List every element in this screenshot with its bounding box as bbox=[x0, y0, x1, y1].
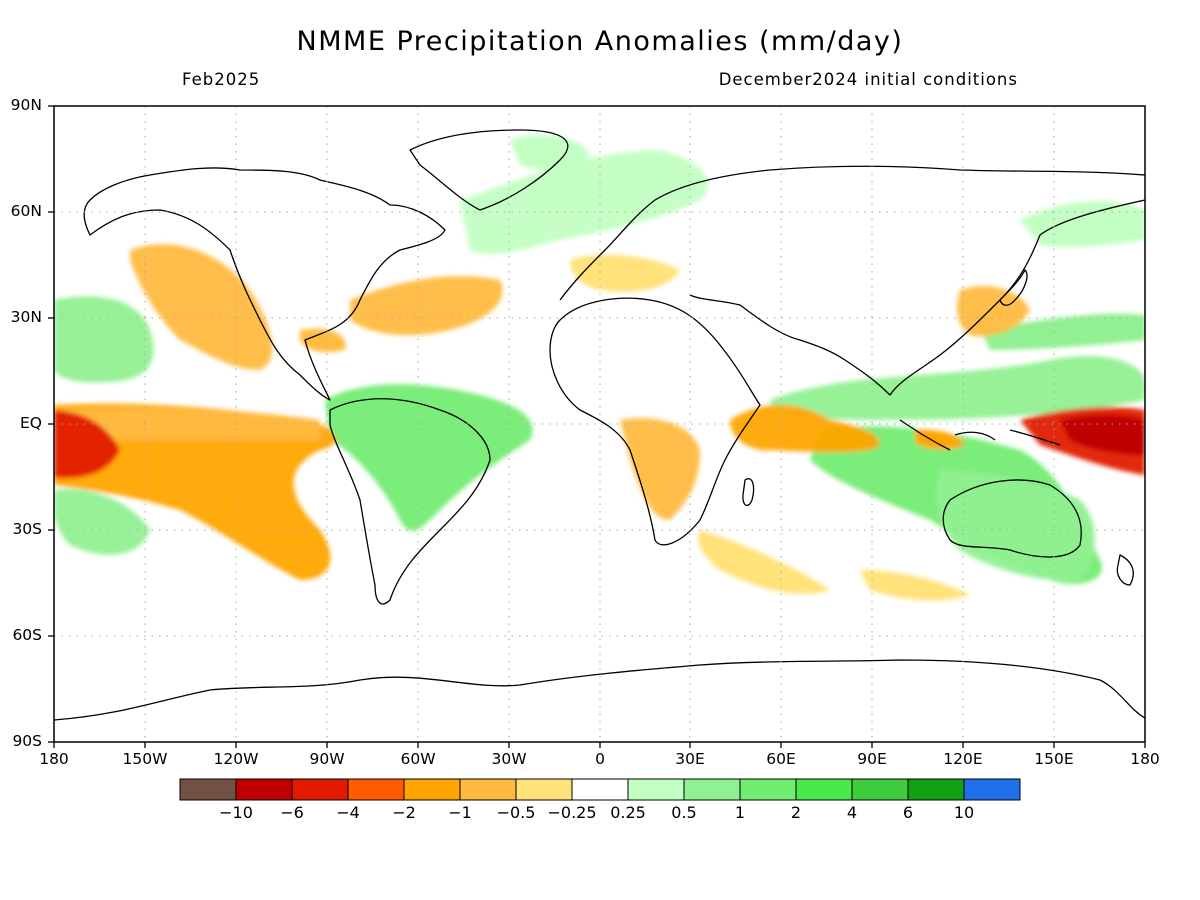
colorbar-swatch bbox=[851, 778, 909, 801]
japan-coast bbox=[999, 269, 1028, 306]
colorbar-tick-label: −1 bbox=[448, 803, 472, 822]
us-southwest-mexico-dry bbox=[130, 244, 273, 370]
south-atlantic-indian-dry bbox=[698, 530, 830, 594]
north-pacific-wet bbox=[54, 296, 154, 383]
initial-conditions: December2024 initial conditions bbox=[718, 70, 1018, 89]
colorbar-tick-label: 0.5 bbox=[671, 803, 696, 822]
lon-label-120w: 120W bbox=[213, 750, 259, 768]
colorbar-tick-label: 1 bbox=[735, 803, 745, 822]
forecast-month: Feb2025 bbox=[182, 70, 261, 89]
maritime-dry-patch bbox=[915, 429, 965, 450]
colorbar-swatch bbox=[739, 778, 797, 801]
lon-label-30w: 30W bbox=[491, 750, 527, 768]
gulf-caribbean-dry bbox=[300, 328, 346, 352]
north-america-coast bbox=[83, 167, 446, 401]
eurasia-coast bbox=[559, 165, 1145, 396]
colorbar-swatch bbox=[963, 778, 1021, 801]
lon-label-180w: 180 bbox=[39, 750, 69, 768]
colorbar-swatch bbox=[235, 778, 293, 801]
colorbar-swatch bbox=[627, 778, 685, 801]
lat-label-90n: 90N bbox=[10, 96, 42, 114]
lat-label-30n: 30N bbox=[10, 308, 42, 326]
lat-label-90s: 90S bbox=[12, 732, 42, 750]
central-pacific-dry-core bbox=[54, 410, 120, 479]
lat-label-60n: 60N bbox=[10, 202, 42, 220]
colorbar-tick-label: −10 bbox=[219, 803, 253, 822]
colorbar-tick-label: −2 bbox=[392, 803, 416, 822]
colorbar-swatch bbox=[179, 778, 237, 801]
equatorial-pacific-band bbox=[54, 408, 320, 440]
mediterranean-dry bbox=[570, 254, 680, 292]
colorbar-swatch bbox=[683, 778, 741, 801]
colorbar-tick-label: 0.25 bbox=[610, 803, 646, 822]
amazon-wet bbox=[325, 384, 533, 531]
coastlines bbox=[54, 129, 1145, 721]
lon-label-60w: 60W bbox=[400, 750, 436, 768]
colorbar-swatch bbox=[403, 778, 461, 801]
indian-ocean-wet bbox=[770, 356, 1145, 420]
lon-label-150e: 150E bbox=[1034, 750, 1074, 768]
colorbar-swatch bbox=[571, 778, 629, 801]
colorbar-swatch bbox=[291, 778, 349, 801]
southern-ocean-dry bbox=[860, 570, 970, 601]
graticule bbox=[54, 106, 1145, 742]
colorbar-swatch bbox=[907, 778, 965, 801]
colorbar-tick-label: −0.5 bbox=[497, 803, 536, 822]
north-atlantic-dry bbox=[350, 276, 503, 336]
australia-coast bbox=[942, 479, 1082, 558]
subtropical-wet-band bbox=[980, 313, 1145, 350]
colorbar-tick-label: −6 bbox=[280, 803, 304, 822]
east-africa-indian-ocean-dry bbox=[730, 405, 880, 453]
lon-label-150w: 150W bbox=[122, 750, 168, 768]
colorbar-tick-label: 4 bbox=[847, 803, 857, 822]
colorbar-swatch bbox=[347, 778, 405, 801]
colorbar-swatch bbox=[795, 778, 853, 801]
colorbar-tick-label: 2 bbox=[791, 803, 801, 822]
indonesia-coast bbox=[899, 419, 1061, 451]
colorbar: −10 −6 −4 −2 −1 −0.5 −0.25 0.25 0.5 1 2 4 6 10 bbox=[179, 778, 1021, 822]
lon-label-90e: 90E bbox=[857, 750, 887, 768]
colorbar-tick-label: 10 bbox=[954, 803, 974, 822]
lat-label-30s: 30S bbox=[12, 520, 42, 538]
madagascar-coast bbox=[742, 478, 755, 507]
lon-label-0: 0 bbox=[595, 750, 605, 768]
antarctica-coast bbox=[54, 659, 1145, 721]
western-pacific-dry-core bbox=[1060, 415, 1145, 455]
lon-label-90w: 90W bbox=[309, 750, 345, 768]
australia-wet bbox=[936, 470, 1095, 581]
lon-label-120e: 120E bbox=[943, 750, 983, 768]
south-pacific-wet bbox=[54, 489, 150, 555]
axis-ticks bbox=[48, 105, 1146, 748]
colorbar-tick-label: −0.25 bbox=[547, 803, 596, 822]
lon-label-60e: 60E bbox=[766, 750, 796, 768]
africa-coast bbox=[549, 297, 761, 546]
southern-africa-dry bbox=[620, 418, 700, 520]
lon-label-30e: 30E bbox=[675, 750, 705, 768]
greenland-wet bbox=[510, 135, 590, 171]
lat-label-60s: 60S bbox=[12, 626, 42, 644]
east-asia-pacific-wet bbox=[1020, 201, 1145, 248]
colorbar-tick-label: 6 bbox=[903, 803, 913, 822]
new-zealand-coast bbox=[1116, 554, 1134, 586]
lat-label-eq: EQ bbox=[20, 414, 42, 432]
lon-label-180e: 180 bbox=[1130, 750, 1160, 768]
greenland-coast bbox=[409, 129, 569, 211]
map-title: NMME Precipitation Anomalies (mm/day) bbox=[296, 26, 904, 57]
colorbar-swatch bbox=[459, 778, 517, 801]
south-america-coast bbox=[329, 398, 491, 605]
central-pacific-dry bbox=[54, 403, 337, 580]
northern-eurasia-wet bbox=[460, 150, 708, 255]
colorbar-swatch bbox=[515, 778, 573, 801]
colorbar-tick-label: −4 bbox=[336, 803, 360, 822]
